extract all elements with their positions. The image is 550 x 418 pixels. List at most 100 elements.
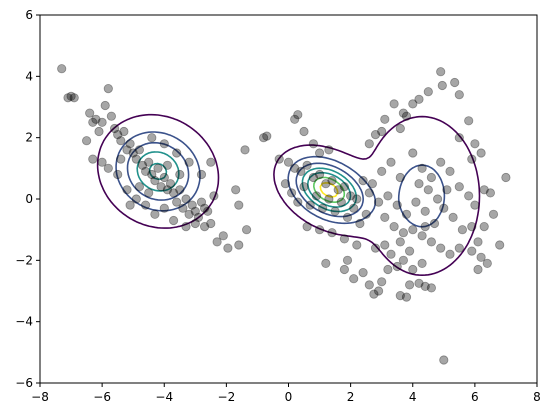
scatter-point — [364, 139, 374, 149]
scatter-point — [212, 237, 222, 247]
scatter-point — [398, 108, 408, 118]
scatter-point — [97, 117, 107, 127]
scatter-point — [370, 130, 381, 140]
scatter-point — [290, 163, 300, 173]
scatter-point — [389, 99, 399, 109]
x-tick-label: 0 — [285, 390, 293, 404]
scatter-point — [305, 200, 315, 210]
scatter-point — [423, 87, 433, 97]
scatter-point — [417, 163, 427, 173]
scatter-point — [137, 160, 148, 170]
scatter-point — [383, 264, 393, 275]
scatter-point — [454, 243, 464, 253]
y-tick-label: 2 — [25, 131, 33, 145]
scatter-point — [144, 188, 154, 198]
x-tick-label: 8 — [533, 390, 541, 404]
scatter-point — [110, 123, 120, 134]
scatter-point — [223, 243, 233, 253]
scatter-point — [330, 206, 340, 216]
scatter-point — [373, 286, 384, 296]
scatter-point — [464, 116, 474, 126]
scatter-point — [358, 267, 368, 278]
scatter-point — [339, 182, 349, 192]
scatter-point — [345, 191, 356, 201]
scatter-point — [467, 246, 477, 256]
scatter-point — [302, 160, 312, 170]
scatter-point — [370, 243, 381, 253]
scatter-point — [172, 148, 182, 158]
scatter-point — [464, 191, 474, 201]
scatter-point — [386, 249, 396, 259]
x-tick-label: 2 — [347, 390, 355, 404]
scatter-point — [380, 212, 390, 222]
scatter-point — [103, 163, 113, 173]
scatter-point — [355, 218, 365, 229]
scatter-point — [364, 280, 374, 290]
scatter-point — [386, 157, 396, 167]
scatter-point — [209, 191, 219, 201]
scatter-point — [380, 240, 390, 250]
scatter-point — [395, 237, 405, 247]
scatter-point — [122, 185, 132, 195]
scatter-point — [314, 169, 325, 180]
scatter-point — [327, 176, 337, 186]
scatter-point — [169, 215, 179, 226]
scatter-point — [113, 169, 123, 180]
scatter-point — [299, 182, 309, 192]
scatter-point — [134, 182, 144, 192]
scatter-point — [395, 290, 405, 301]
scatter-point — [439, 355, 449, 365]
scatter-point — [57, 64, 67, 74]
scatter-point — [408, 148, 418, 158]
scatter-point — [321, 179, 331, 189]
scatter-point — [445, 249, 455, 259]
scatter-point — [119, 126, 129, 137]
scatter-point — [445, 166, 455, 176]
scatter-point — [426, 237, 436, 247]
scatter-point — [324, 194, 334, 204]
scatter-point — [82, 136, 92, 146]
density-contours — [96, 113, 481, 276]
scatter-point — [436, 243, 446, 253]
scatter-point — [423, 185, 433, 195]
scatter-point — [184, 209, 194, 219]
scatter-point — [125, 139, 135, 149]
scatter-point — [131, 154, 141, 164]
scatter-point — [342, 255, 353, 265]
scatter-point — [190, 218, 200, 229]
axes-frame — [39, 14, 538, 384]
scatter-point — [296, 166, 306, 176]
scatter-point — [476, 252, 486, 262]
scatter-point — [408, 264, 418, 275]
scatter-point — [470, 200, 480, 210]
scatter-point — [389, 222, 399, 232]
contour-line — [148, 162, 352, 208]
scatter-point — [395, 172, 405, 183]
scatter-point — [203, 206, 213, 216]
scatter-point — [181, 222, 191, 232]
scatter-point — [150, 209, 160, 219]
scatter-point — [426, 172, 436, 183]
scatter-point — [417, 231, 427, 241]
scatter-point — [420, 281, 430, 291]
scatter-point — [116, 136, 126, 146]
scatter-point — [172, 197, 182, 207]
scatter-point — [113, 130, 123, 140]
scatter-point — [69, 93, 79, 103]
scatter-point — [380, 114, 390, 124]
scatter-point — [66, 91, 76, 101]
scatter-point — [125, 200, 135, 210]
scatter-point — [175, 169, 185, 180]
scatter-point — [200, 203, 210, 213]
scatter-point — [106, 111, 117, 121]
scatter-point — [184, 157, 194, 167]
scatter-point — [339, 264, 349, 275]
scatter-point — [153, 163, 163, 173]
scatter-point — [147, 169, 157, 180]
scatter-point — [454, 133, 464, 143]
scatter-point — [404, 246, 415, 256]
scatter-point — [392, 261, 402, 272]
x-tick-label: −2 — [218, 390, 236, 404]
